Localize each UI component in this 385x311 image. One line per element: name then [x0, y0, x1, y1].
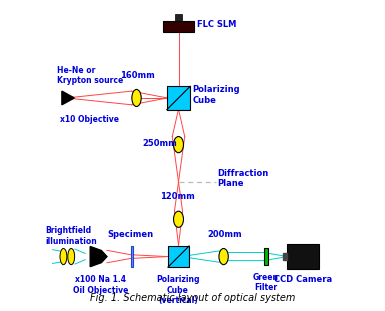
- Bar: [264, 248, 268, 265]
- Text: 120mm: 120mm: [159, 192, 194, 201]
- Text: x10 Objective: x10 Objective: [60, 115, 119, 124]
- Text: Specimen: Specimen: [107, 230, 153, 239]
- Text: Fig. 1. Schematic layout of optical system: Fig. 1. Schematic layout of optical syst…: [90, 293, 295, 303]
- Ellipse shape: [219, 248, 228, 265]
- Text: 200mm: 200mm: [207, 230, 241, 239]
- Text: 250mm: 250mm: [142, 139, 177, 148]
- Bar: [168, 246, 189, 267]
- Ellipse shape: [174, 211, 184, 227]
- Bar: [131, 246, 133, 267]
- Text: He-Ne or
Krypton source: He-Ne or Krypton source: [57, 66, 124, 85]
- Text: Brightfield
illumination: Brightfield illumination: [46, 226, 97, 246]
- Text: 160mm: 160mm: [120, 71, 154, 80]
- Polygon shape: [62, 91, 74, 105]
- Bar: [167, 86, 190, 109]
- Text: Polarizing
Cube
(vertical): Polarizing Cube (vertical): [156, 275, 200, 305]
- Bar: [175, 14, 182, 21]
- Ellipse shape: [174, 137, 184, 153]
- Text: CCD Camera: CCD Camera: [274, 275, 332, 284]
- Text: x100 Na 1.4
Oil Objective: x100 Na 1.4 Oil Objective: [73, 275, 129, 295]
- Bar: [283, 253, 286, 260]
- Text: Diffraction
Plane: Diffraction Plane: [218, 169, 269, 188]
- Ellipse shape: [60, 248, 67, 265]
- Bar: [163, 21, 194, 32]
- Polygon shape: [90, 246, 107, 267]
- Ellipse shape: [132, 89, 141, 106]
- Ellipse shape: [68, 248, 75, 265]
- Text: Green
Filter: Green Filter: [253, 273, 279, 292]
- Text: Polarizing
Cube: Polarizing Cube: [192, 85, 240, 104]
- Text: FLC SLM: FLC SLM: [197, 21, 236, 29]
- Bar: [286, 244, 319, 269]
